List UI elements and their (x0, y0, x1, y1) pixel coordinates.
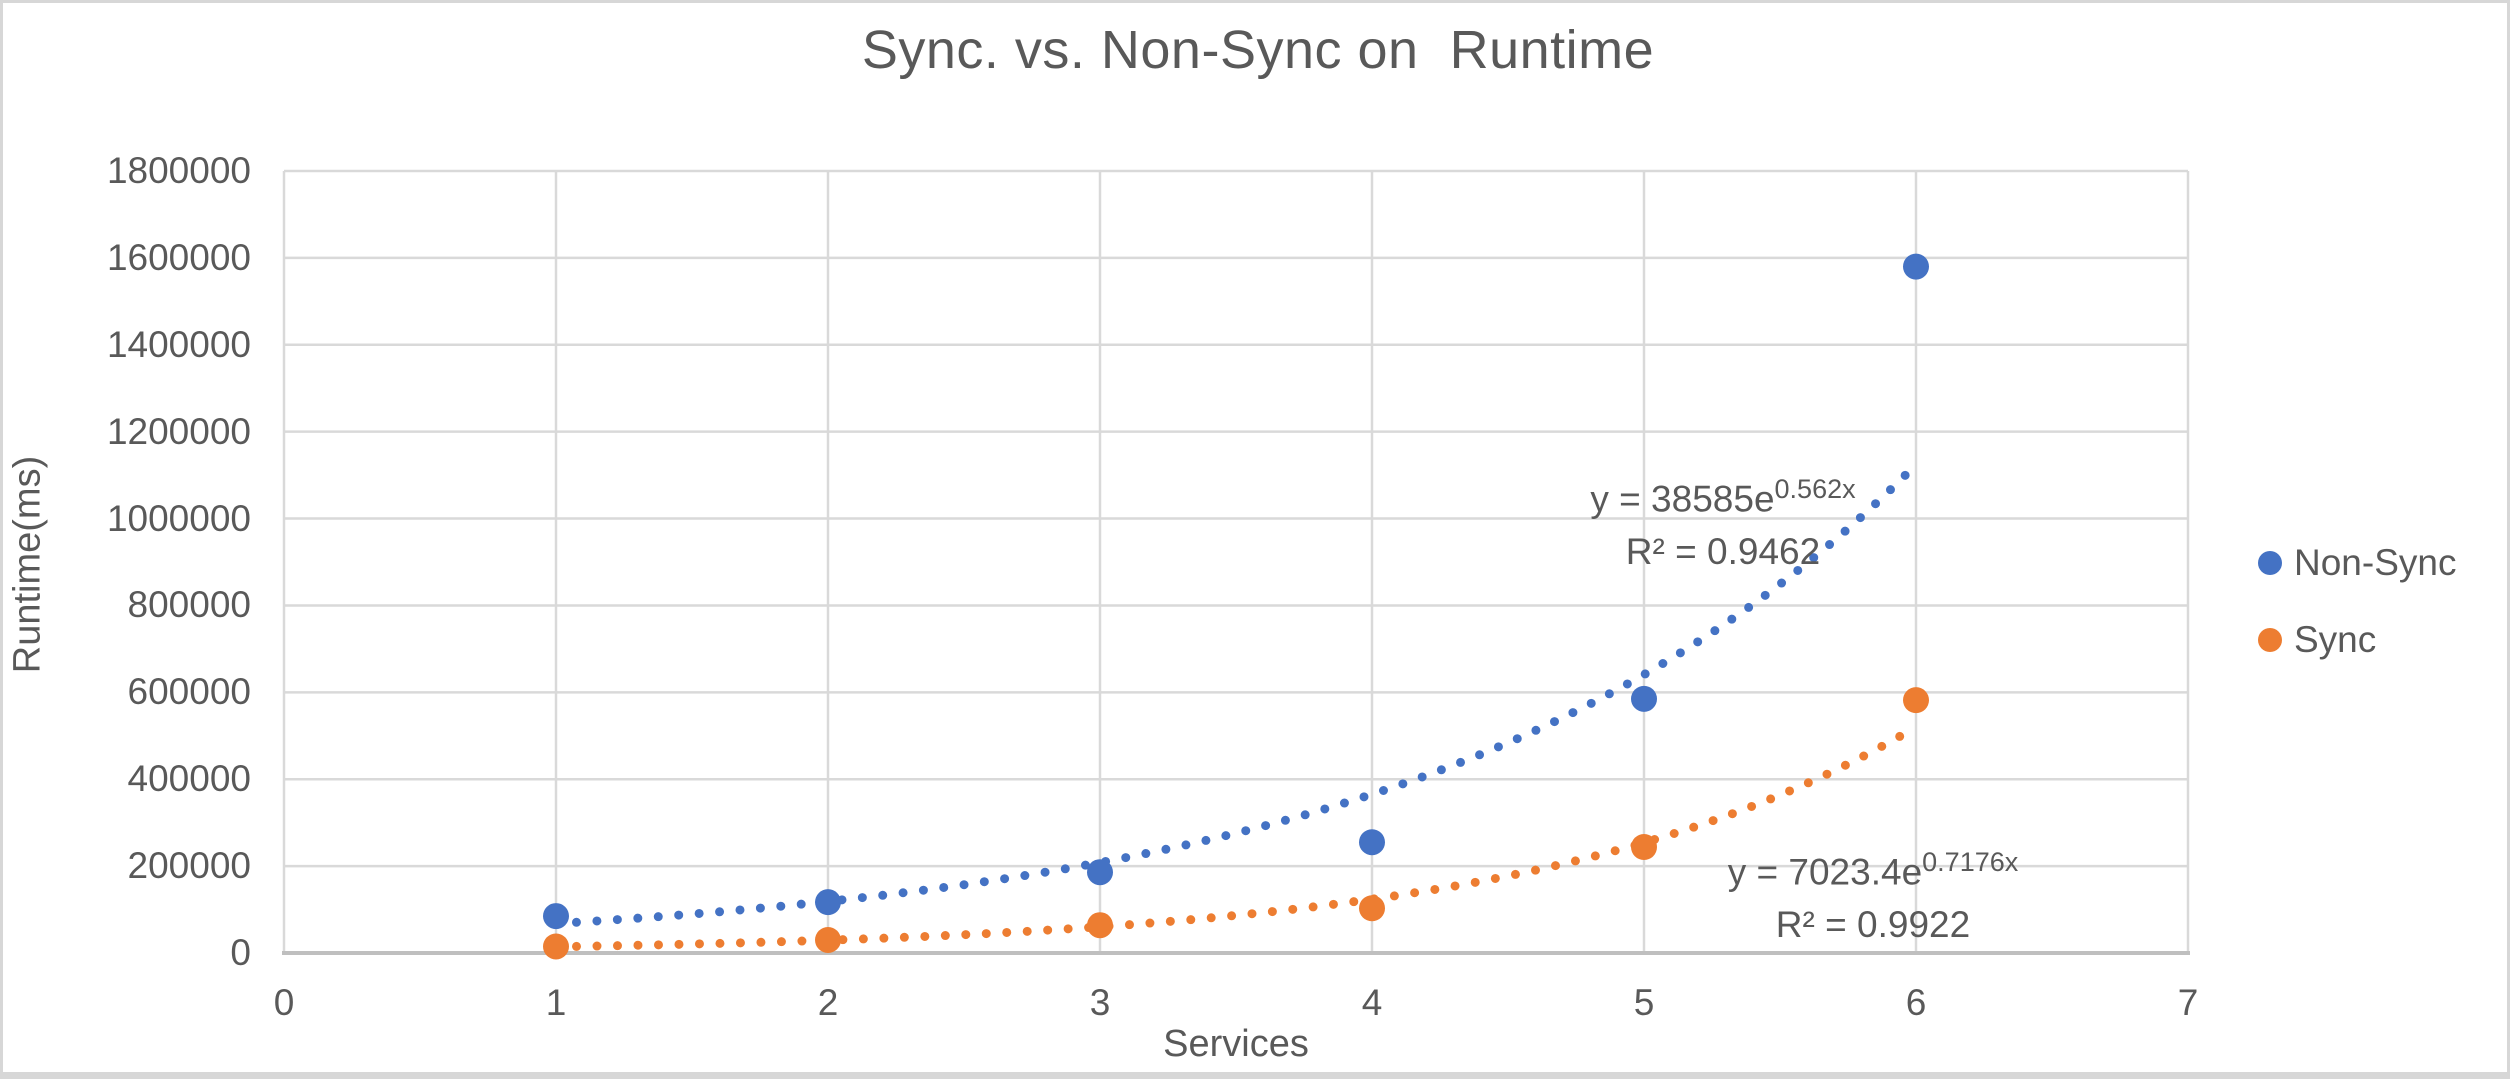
data-point-sync[interactable] (1359, 895, 1385, 922)
legend-label: Sync (2294, 619, 2377, 660)
y-axis-tick-label: 1800000 (106, 150, 251, 191)
legend-item-sync[interactable]: Sync (2258, 616, 2376, 664)
r-squared-line: R² = 0.9462 (1625, 531, 1821, 573)
y-axis-tick-label: 1200000 (106, 410, 251, 452)
x-axis-tick-label: 0 (273, 982, 295, 1023)
x-axis-tick-label: 2 (817, 982, 839, 1023)
r-squared-line: R² = 0.9922 (1775, 904, 1971, 946)
y-axis-tick-label: 600000 (127, 671, 251, 713)
plot-area (282, 169, 2190, 960)
y-axis-tick-label: 1000000 (106, 497, 251, 539)
trendline-equation-sync: y = 7023.4e0.7176x R² = 0.9922 (1643, 836, 2103, 951)
y-axis-tick-label: 1600000 (106, 236, 251, 278)
y-axis-tick-label: 1400000 (106, 323, 251, 365)
data-point-non-sync[interactable] (1631, 685, 1657, 712)
equation-line: y = 38585e0.562x (1590, 474, 1856, 520)
y-axis-tick-label: 400000 (127, 758, 251, 800)
x-axis-tick-label: 6 (1905, 982, 1927, 1023)
x-axis-tick-label: 7 (2177, 982, 2199, 1023)
trendline-non-sync (551, 460, 1921, 929)
x-axis-tick-label: 1 (545, 982, 567, 1023)
legend-label: Non-Sync (2294, 542, 2457, 583)
equation-exponent: 0.7176x (1922, 847, 2019, 877)
data-point-non-sync[interactable] (1087, 859, 1113, 886)
data-point-sync[interactable] (543, 933, 569, 960)
x-axis-tick-label: 4 (1361, 982, 1383, 1023)
y-axis-tick-label: 200000 (127, 845, 251, 887)
x-axis-tick-label: 5 (1633, 982, 1655, 1023)
equation-exponent: 0.562x (1774, 474, 1856, 504)
y-axis-tick-label: 0 (230, 932, 251, 973)
trendline-sync (551, 722, 1921, 952)
x-axis-title: Services (1163, 1023, 1309, 1065)
data-point-sync[interactable] (815, 926, 841, 953)
chart-title: Sync. vs. Non-Sync on Runtime (861, 20, 1655, 80)
legend-marker-sync-icon (2258, 628, 2282, 652)
trendline-equation-non-sync: y = 38585e0.562x R² = 0.9462 (1493, 463, 1953, 578)
y-axis-tick-label: 800000 (127, 584, 251, 626)
data-point-non-sync[interactable] (543, 903, 569, 930)
data-point-non-sync[interactable] (815, 889, 841, 916)
data-point-non-sync[interactable] (1903, 253, 1929, 280)
legend-item-non-sync[interactable]: Non-Sync (2258, 539, 2456, 587)
data-point-sync[interactable] (1903, 687, 1929, 714)
x-axis-tick-label: 3 (1089, 982, 1111, 1023)
data-point-sync[interactable] (1087, 912, 1113, 939)
data-point-non-sync[interactable] (1359, 829, 1385, 856)
equation-line: y = 7023.4e0.7176x (1727, 847, 2019, 893)
y-axis-title: Runtime(ms) (6, 455, 49, 674)
legend-marker-non-sync-icon (2258, 551, 2282, 575)
data-point-sync[interactable] (1631, 833, 1657, 860)
